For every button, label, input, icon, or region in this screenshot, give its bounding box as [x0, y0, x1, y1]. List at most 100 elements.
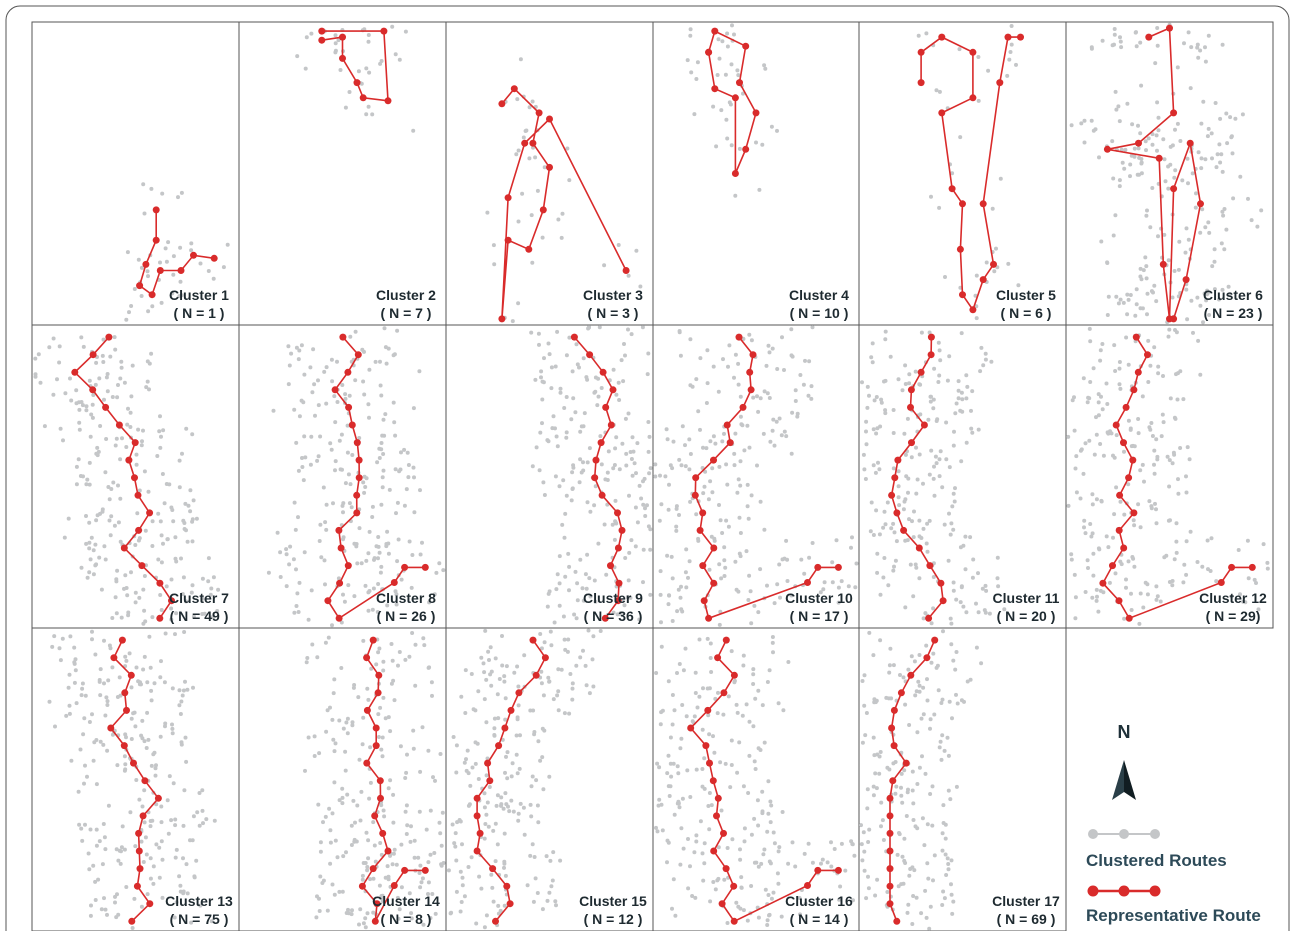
- clustered-point: [1229, 135, 1233, 139]
- clustered-point: [1167, 335, 1171, 339]
- clustered-point: [150, 615, 154, 619]
- clustered-point: [153, 681, 157, 685]
- clustered-point: [77, 823, 81, 827]
- clustered-point: [491, 829, 495, 833]
- clustered-point: [87, 867, 91, 871]
- clustered-point: [1194, 191, 1198, 195]
- clustered-point: [1154, 437, 1158, 441]
- clustered-point: [136, 428, 140, 432]
- clustered-point: [875, 753, 879, 757]
- clustered-point: [1137, 622, 1141, 626]
- clustered-point: [511, 319, 515, 323]
- clustered-point: [471, 766, 475, 770]
- clustered-point: [552, 697, 556, 701]
- clustered-point: [1231, 196, 1235, 200]
- clustered-point: [794, 388, 798, 392]
- clustered-point: [95, 828, 99, 832]
- clustered-point: [803, 359, 807, 363]
- clustered-point: [837, 586, 841, 590]
- clustered-point: [1221, 214, 1225, 218]
- clustered-point: [87, 541, 91, 545]
- clustered-point: [355, 840, 359, 844]
- clustered-point: [467, 771, 471, 775]
- route-stop: [692, 474, 699, 481]
- clustered-point: [75, 401, 79, 405]
- clustered-point: [114, 595, 118, 599]
- clustered-point: [928, 473, 932, 477]
- clustered-point: [915, 896, 919, 900]
- route-stop: [474, 812, 481, 819]
- clustered-point: [533, 155, 537, 159]
- clustered-point: [964, 396, 968, 400]
- route-stop: [324, 597, 331, 604]
- clustered-point: [192, 874, 196, 878]
- clustered-point: [773, 601, 777, 605]
- clustered-point: [43, 424, 47, 428]
- clustered-point: [892, 408, 896, 412]
- clustered-point: [688, 500, 692, 504]
- clustered-point: [1139, 592, 1143, 596]
- clustered-point: [1125, 102, 1129, 106]
- clustered-point: [149, 666, 153, 670]
- cluster-title: Cluster 13: [165, 893, 233, 909]
- route-stop: [720, 830, 727, 837]
- clustered-point: [688, 795, 692, 799]
- clustered-point: [496, 842, 500, 846]
- clustered-point: [1246, 197, 1250, 201]
- clustered-point: [952, 589, 956, 593]
- route-stop: [928, 334, 935, 341]
- route-stop: [614, 509, 621, 516]
- clustered-point: [108, 355, 112, 359]
- route-stop: [364, 707, 371, 714]
- clustered-point: [105, 703, 109, 707]
- clustered-point: [790, 452, 794, 456]
- route-stop: [1116, 492, 1123, 499]
- clustered-point: [1201, 100, 1205, 104]
- clustered-point: [123, 381, 127, 385]
- clustered-point: [378, 456, 382, 460]
- clustered-point: [495, 804, 499, 808]
- clustered-point: [126, 611, 130, 615]
- clustered-point: [94, 518, 98, 522]
- clustered-point: [713, 442, 717, 446]
- clustered-point: [766, 918, 770, 922]
- clustered-point: [106, 699, 110, 703]
- clustered-point: [358, 907, 362, 911]
- clustered-point: [171, 519, 175, 523]
- route-stop: [370, 637, 377, 644]
- clustered-point: [670, 555, 674, 559]
- clustered-point: [566, 552, 570, 556]
- clustered-point: [412, 406, 416, 410]
- clustered-point: [80, 839, 84, 843]
- clustered-point: [778, 417, 782, 421]
- clustered-point: [1114, 571, 1118, 575]
- route-stop: [339, 55, 346, 62]
- clustered-point: [920, 754, 924, 758]
- clustered-point: [135, 666, 139, 670]
- clustered-point: [1168, 163, 1172, 167]
- clustered-point: [126, 250, 130, 254]
- clustered-point: [529, 803, 533, 807]
- clustered-point: [811, 861, 815, 865]
- clustered-point: [331, 883, 335, 887]
- clustered-point: [1175, 521, 1179, 525]
- clustered-point: [710, 490, 714, 494]
- clustered-point: [994, 247, 998, 251]
- clustered-point: [169, 506, 173, 510]
- clustered-point: [87, 521, 91, 525]
- clustered-point: [948, 465, 952, 469]
- route-stop: [422, 564, 429, 571]
- clustered-point: [1170, 583, 1174, 587]
- clustered-point: [761, 852, 765, 856]
- clustered-point: [149, 689, 153, 693]
- clustered-point: [473, 708, 477, 712]
- clustered-point: [917, 519, 921, 523]
- clustered-point: [674, 525, 678, 529]
- route-stop: [121, 545, 128, 552]
- route-stop: [1017, 34, 1024, 41]
- clustered-point: [1184, 288, 1188, 292]
- route-stop: [969, 306, 976, 313]
- clustered-point: [717, 562, 721, 566]
- clustered-point: [1174, 417, 1178, 421]
- route-stop: [1160, 261, 1167, 268]
